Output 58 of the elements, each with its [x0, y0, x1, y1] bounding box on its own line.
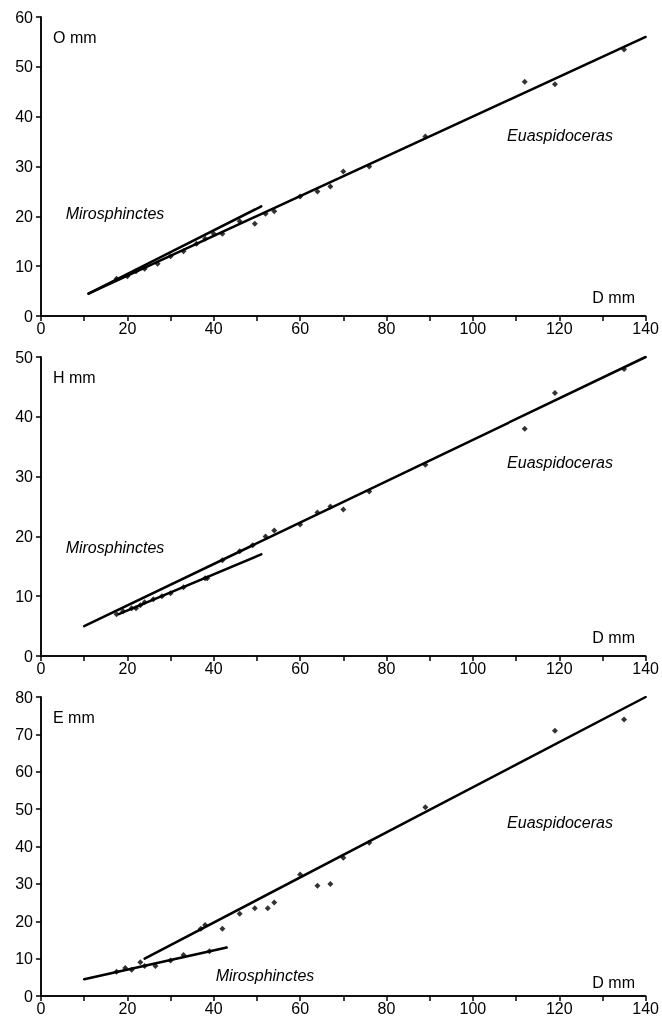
x-tick-label: 40	[204, 659, 223, 677]
y-tick-label: 0	[24, 647, 34, 665]
annotation: Mirosphinctes	[215, 966, 315, 984]
annotation: Euaspidoceras	[507, 813, 613, 831]
y-tick-label: 20	[15, 527, 34, 545]
y-tick-label: 50	[15, 348, 34, 366]
y-tick-label: 60	[15, 763, 34, 781]
y-tick-label: 40	[15, 108, 34, 126]
y-tick-label: 20	[15, 207, 34, 225]
x-tick-label: 60	[291, 319, 310, 337]
y-tick-label: 40	[15, 408, 34, 426]
y-axis-title: O mm	[53, 28, 97, 46]
y-tick-label: 30	[15, 468, 34, 486]
y-tick-label: 20	[15, 912, 34, 930]
x-tick-label: 40	[204, 999, 223, 1017]
y-tick-label: 0	[24, 307, 34, 325]
y-tick-label: 30	[15, 875, 34, 893]
x-tick-label: 0	[36, 999, 46, 1017]
x-tick-label: 80	[377, 999, 396, 1017]
y-tick-label: 10	[15, 587, 34, 605]
x-tick-label: 20	[118, 319, 137, 337]
x-tick-label: 40	[204, 319, 223, 337]
x-axis-title: D mm	[592, 973, 635, 991]
y-tick-label: 50	[15, 800, 34, 818]
y-tick-label: 30	[15, 158, 34, 175]
x-tick-label: 120	[545, 319, 573, 337]
x-tick-label: 120	[545, 999, 573, 1017]
y-tick-label: 80	[15, 688, 34, 706]
x-tick-label: 120	[545, 659, 573, 677]
x-tick-label: 20	[118, 999, 137, 1017]
x-tick-label: 0	[36, 319, 46, 337]
y-tick-label: 70	[15, 725, 34, 743]
x-axis-title: D mm	[592, 628, 635, 646]
x-axis-title: D mm	[592, 288, 635, 306]
x-tick-label: 20	[118, 659, 137, 677]
y-tick-label: 60	[15, 8, 34, 26]
annotation: Euaspidoceras	[507, 126, 613, 144]
y-tick-label: 40	[15, 838, 34, 855]
y-axis-title: H mm	[53, 368, 96, 386]
y-axis-title: E mm	[53, 708, 95, 726]
annotation: Mirosphinctes	[65, 204, 165, 222]
y-tick-label: 10	[15, 950, 34, 968]
x-tick-label: 100	[459, 659, 487, 677]
x-tick-label: 80	[377, 319, 396, 337]
annotation: Euaspidoceras	[507, 453, 613, 471]
x-tick-label: 140	[632, 659, 660, 677]
x-tick-label: 60	[291, 999, 310, 1017]
x-tick-label: 80	[377, 659, 396, 677]
x-tick-label: 100	[459, 319, 487, 337]
annotation: Mirosphinctes	[65, 538, 165, 556]
x-tick-label: 60	[291, 659, 310, 677]
y-tick-label: 50	[15, 58, 34, 76]
y-tick-label: 10	[15, 257, 34, 275]
x-tick-label: 140	[632, 999, 660, 1017]
x-tick-label: 140	[632, 319, 660, 337]
y-tick-label: 0	[24, 987, 34, 1005]
x-tick-label: 100	[459, 999, 487, 1017]
x-tick-label: 0	[36, 659, 46, 677]
